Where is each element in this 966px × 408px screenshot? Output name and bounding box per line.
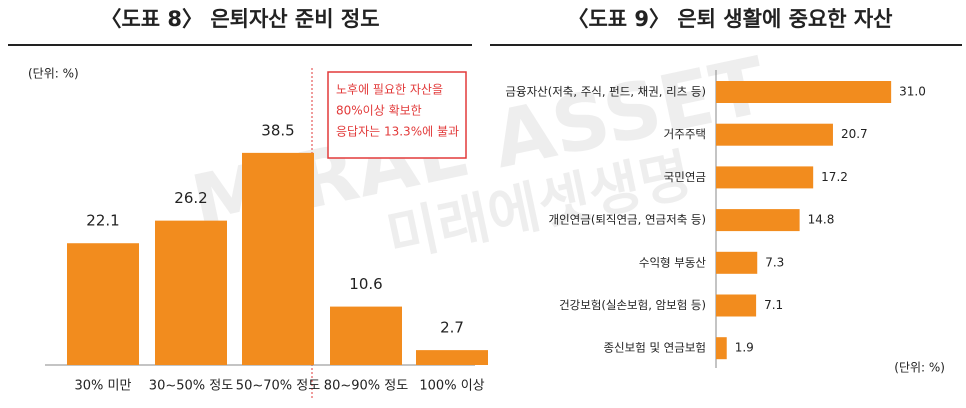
value-label: 17.2 (821, 170, 848, 184)
value-label: 22.1 (86, 212, 119, 230)
bar (716, 337, 727, 360)
bar (716, 251, 758, 274)
value-label: 20.7 (841, 127, 868, 141)
value-label: 31.0 (899, 85, 926, 99)
unit-label: (단위: %) (894, 361, 945, 375)
y-tick-label: 국민연금 (664, 170, 706, 184)
x-tick-label: 80~90% 정도 (324, 379, 408, 394)
bar (716, 294, 757, 317)
chart-title: 〈도표 8〉 은퇴자산 준비 정도 (100, 7, 379, 31)
bar (67, 243, 139, 365)
bar (716, 166, 814, 189)
value-label: 38.5 (261, 121, 294, 139)
bar (242, 152, 314, 365)
bar (416, 350, 488, 365)
chart-title: 〈도표 9〉 은퇴 생활에 중요한 자산 (567, 7, 892, 31)
x-tick-label: 100% 이상 (419, 379, 484, 394)
annotation-box (327, 71, 467, 159)
bar (155, 220, 227, 365)
value-label: 10.6 (349, 275, 382, 293)
x-tick-label: 30~50% 정도 (149, 379, 233, 394)
value-label: 2.7 (440, 319, 464, 337)
y-tick-label: 수익형 부동산 (639, 255, 707, 269)
value-label: 7.3 (765, 255, 784, 269)
y-tick-label: 개인연금(퇴직연금, 연금저축 등) (549, 213, 706, 227)
unit-label: (단위: %) (28, 67, 79, 81)
annotation: 80%이상 확보한 (336, 104, 422, 118)
y-tick-label: 거주주택 (664, 127, 706, 141)
bar (716, 123, 833, 146)
value-label: 7.1 (764, 298, 783, 312)
value-label: 26.2 (174, 189, 207, 207)
bar (716, 209, 800, 232)
x-tick-label: 30% 미만 (75, 379, 132, 394)
y-tick-label: 종신보험 및 연금보험 (603, 341, 706, 355)
y-tick-label: 건강보험(실손보험, 암보험 등) (559, 298, 706, 312)
bar (330, 306, 402, 365)
annotation: 응답자는 13.3%에 불과 (336, 125, 459, 139)
value-label: 1.9 (735, 341, 754, 355)
y-tick-label: 금융자산(저축, 주식, 펀드, 채권, 리츠 등) (505, 85, 706, 99)
value-label: 14.8 (808, 213, 835, 227)
x-tick-label: 50~70% 정도 (236, 379, 320, 394)
annotation: 노후에 필요한 자산을 (336, 83, 443, 97)
bar (716, 81, 892, 103)
